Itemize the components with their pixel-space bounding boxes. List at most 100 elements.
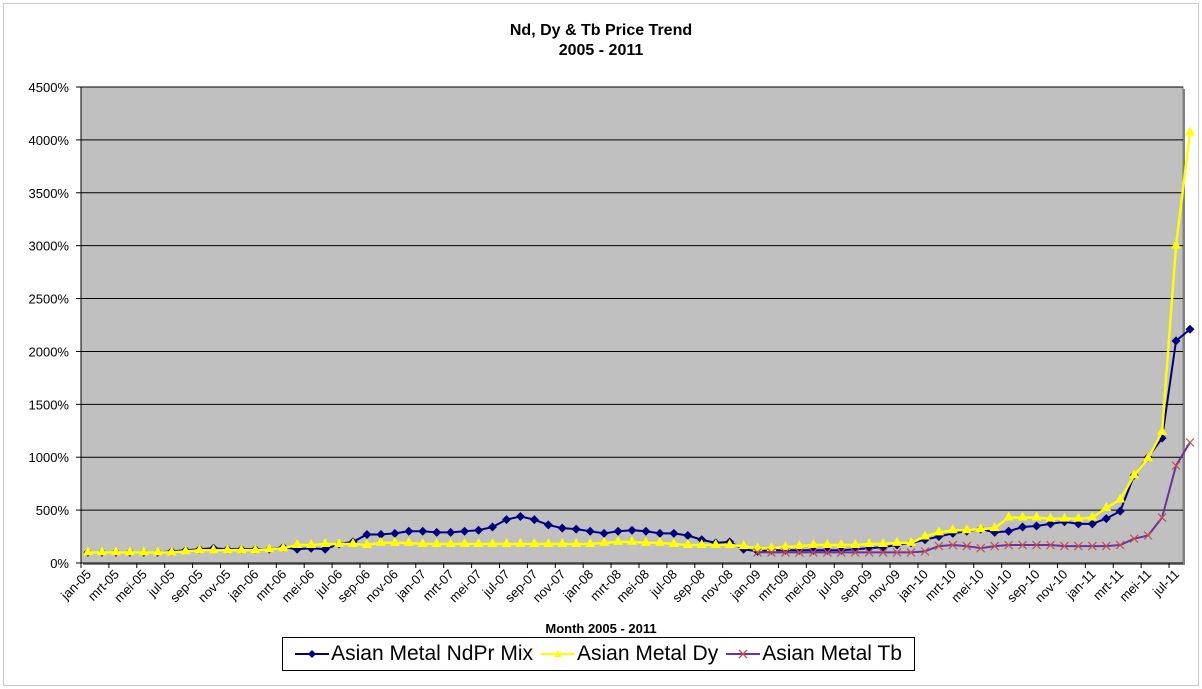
x-marker-icon xyxy=(892,547,902,557)
x-marker-icon xyxy=(794,547,804,557)
x-marker-icon xyxy=(1073,541,1083,551)
x-marker-icon xyxy=(1018,540,1028,550)
triangle-marker-icon xyxy=(878,537,889,547)
x-marker-icon xyxy=(1046,540,1055,550)
diamond-marker-icon xyxy=(390,528,400,538)
x-marker-icon xyxy=(934,541,944,551)
y-tick-label: 500% xyxy=(36,503,70,518)
triangle-marker-icon xyxy=(1045,512,1056,522)
diamond-marker-icon xyxy=(1101,514,1111,524)
diamond-marker-icon xyxy=(320,544,330,554)
x-marker-icon xyxy=(1129,534,1139,544)
triangle-marker-icon xyxy=(361,539,372,549)
diamond-marker-icon xyxy=(1073,519,1083,529)
triangle-marker-icon xyxy=(540,650,575,657)
y-tick-label: 1000% xyxy=(29,450,70,465)
x-axis-title: Month 2005 - 2011 xyxy=(545,621,657,636)
x-marker-icon xyxy=(1101,541,1111,551)
triangle-marker-icon xyxy=(208,544,219,554)
triangle-marker-icon xyxy=(334,537,345,547)
x-marker-icon xyxy=(1171,461,1181,471)
triangle-marker-icon xyxy=(892,536,903,546)
triangle-marker-icon xyxy=(766,542,777,552)
triangle-marker-icon xyxy=(654,536,665,546)
triangle-marker-icon xyxy=(1115,493,1126,503)
y-tick-label: 1500% xyxy=(29,397,70,412)
y-tick-label: 2000% xyxy=(29,344,70,359)
diamond-marker-icon xyxy=(683,530,693,540)
triangle-marker-icon xyxy=(166,546,177,556)
triangle-marker-icon xyxy=(557,537,568,547)
triangle-marker-icon xyxy=(292,539,303,549)
triangle-marker-icon xyxy=(947,524,958,534)
triangle-marker-icon xyxy=(975,523,986,533)
triangle-marker-icon xyxy=(850,539,861,549)
triangle-marker-icon xyxy=(794,540,805,550)
plot-area xyxy=(80,86,1184,564)
triangle-marker-icon xyxy=(724,539,735,549)
x-marker-icon xyxy=(990,541,1000,551)
triangle-marker-icon xyxy=(640,536,651,546)
diamond-marker-icon xyxy=(627,525,637,535)
diamond-marker-icon xyxy=(418,526,428,536)
triangle-marker-icon xyxy=(613,535,624,545)
diamond-marker-icon xyxy=(1171,336,1181,346)
series-line xyxy=(757,441,1191,554)
triangle-marker-icon xyxy=(1171,239,1182,249)
diamond-marker-icon xyxy=(1032,521,1042,531)
diamond-marker-icon xyxy=(1115,506,1125,516)
diamond-marker-icon xyxy=(488,522,498,532)
diamond-marker-icon xyxy=(1045,519,1055,529)
legend-label: Asian Metal NdPr Mix xyxy=(331,642,533,665)
diamond-marker-icon xyxy=(641,526,651,536)
triangle-marker-icon xyxy=(836,539,847,549)
triangle-marker-icon xyxy=(445,537,456,547)
triangle-marker-icon xyxy=(738,540,749,550)
x-marker-icon xyxy=(1185,437,1195,447)
triangle-marker-icon xyxy=(989,522,1000,532)
triangle-marker-icon xyxy=(529,537,540,547)
triangle-marker-icon xyxy=(1129,469,1140,479)
triangle-marker-icon xyxy=(543,537,554,547)
y-tick-label: 0% xyxy=(50,556,69,571)
triangle-marker-icon xyxy=(1031,511,1042,521)
x-marker-icon xyxy=(1060,541,1069,551)
y-tick-label: 4500% xyxy=(29,80,70,95)
triangle-marker-icon xyxy=(278,542,289,552)
x-marker-icon xyxy=(1115,540,1125,550)
x-marker-icon xyxy=(948,540,958,550)
y-tick-label: 4000% xyxy=(29,133,70,148)
triangle-marker-icon xyxy=(124,546,135,556)
triangle-marker-icon xyxy=(320,537,331,547)
x-marker-icon xyxy=(920,546,930,556)
diamond-marker-icon xyxy=(529,515,539,525)
triangle-marker-icon xyxy=(864,537,875,547)
triangle-marker-icon xyxy=(1157,425,1168,435)
triangle-marker-icon xyxy=(96,546,107,556)
legend-item-ndpr: Asian Metal NdPr Mix xyxy=(295,642,533,666)
triangle-marker-icon xyxy=(961,524,972,534)
triangle-marker-icon xyxy=(599,536,610,546)
chart-subtitle: 2005 - 2011 xyxy=(558,42,644,59)
x-tick-label: jan-11 xyxy=(1062,567,1098,603)
triangle-marker-icon xyxy=(375,536,386,546)
triangle-marker-icon xyxy=(180,545,191,555)
triangle-marker-icon xyxy=(808,539,819,549)
diamond-marker-icon xyxy=(515,511,525,521)
diamond-marker-icon xyxy=(655,528,665,538)
diamond-marker-icon xyxy=(1185,324,1195,334)
x-marker-icon xyxy=(1157,513,1167,522)
diamond-marker-icon xyxy=(1087,519,1097,529)
diamond-marker-icon xyxy=(585,526,595,536)
x-marker-icon xyxy=(753,547,762,557)
triangle-marker-icon xyxy=(264,543,275,553)
diamond-marker-icon xyxy=(501,515,511,525)
y-tick-label: 2500% xyxy=(29,292,70,307)
triangle-marker-icon xyxy=(515,537,526,547)
triangle-marker-icon xyxy=(459,537,470,547)
diamond-marker-icon xyxy=(543,520,553,530)
triangle-marker-icon xyxy=(473,537,484,547)
x-tick-label: jul-11 xyxy=(1149,567,1182,600)
triangle-marker-icon xyxy=(822,539,833,549)
triangle-marker-icon xyxy=(403,536,414,546)
